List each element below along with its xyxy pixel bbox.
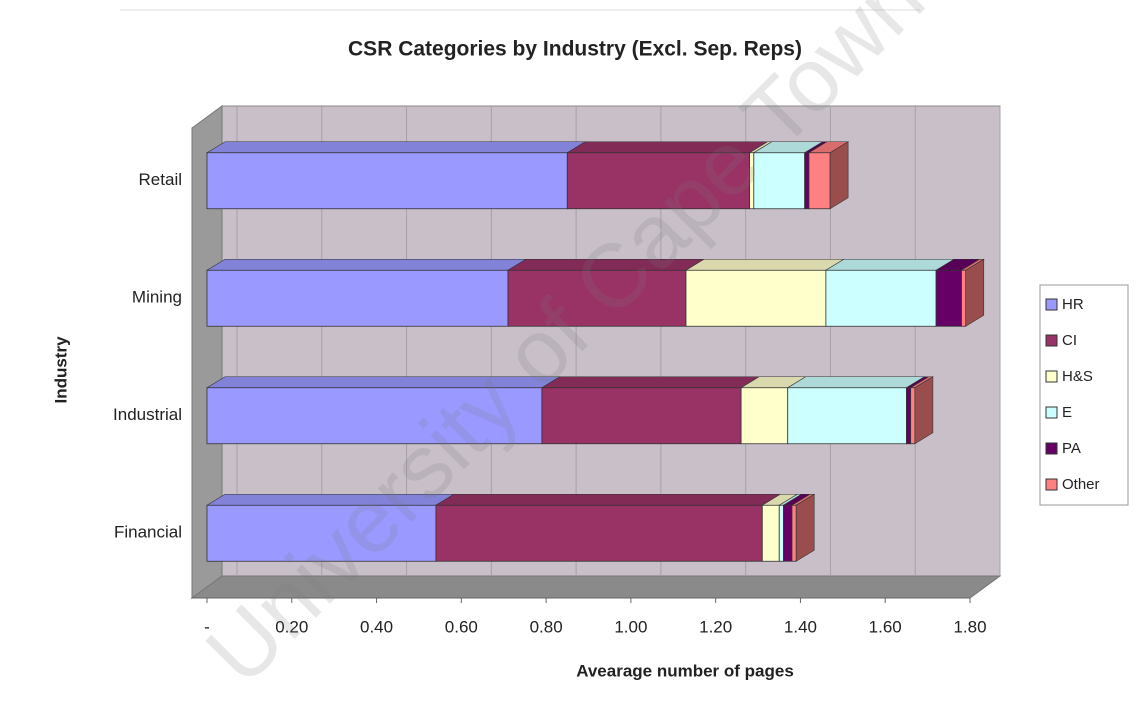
plot: - 0.20 0.40 0.60 0.80 1.00 1.20 1.40 1.60 1.80 Ret… [113, 105, 1100, 636]
bar-end [795, 493, 815, 562]
legend-swatch [1045, 406, 1058, 419]
x-tick-label: 0.80 [530, 617, 563, 636]
legend-swatch [1045, 442, 1058, 455]
bar [804, 152, 810, 210]
bar-top [205, 141, 587, 154]
legend-swatch [1045, 298, 1058, 311]
bar [910, 387, 916, 445]
x-tick-label: 1.60 [869, 617, 902, 636]
bar [753, 152, 806, 210]
y-axis-title: Industry [51, 336, 70, 404]
legend-label: H&S [1062, 368, 1093, 385]
x-tick-label: 0.20 [275, 617, 308, 636]
y-tick-label: Mining [132, 288, 182, 307]
x-tick-label: 1.40 [784, 617, 817, 636]
bar [206, 152, 568, 210]
bar-end [829, 141, 849, 210]
legend-label: HR [1062, 296, 1084, 313]
bar [206, 269, 509, 327]
legend-swatch [1045, 370, 1058, 383]
y-tick-label: Retail [139, 170, 182, 189]
bar-top [205, 258, 528, 271]
y-tick-label: Financial [114, 523, 182, 542]
x-tick-label: 1.20 [699, 617, 732, 636]
x-tick-label: 1.00 [614, 617, 647, 636]
x-tick-label: 0.60 [445, 617, 478, 636]
bar [206, 504, 437, 562]
legend-label: PA [1062, 440, 1081, 457]
legend-box [1039, 284, 1129, 506]
bar-end [965, 258, 985, 327]
legend-label: E [1062, 404, 1072, 421]
legend-label: Other [1062, 476, 1100, 493]
bar [906, 387, 912, 445]
legend-swatch [1045, 334, 1058, 347]
bar-top [684, 258, 845, 271]
bar [566, 152, 750, 210]
bar [787, 387, 907, 445]
bar [935, 269, 962, 327]
bar [791, 504, 797, 562]
bar-end [914, 376, 934, 445]
bar [783, 504, 793, 562]
x-axis-title: Avearage number of pages [576, 661, 794, 680]
bar [778, 504, 784, 562]
bar [761, 504, 780, 562]
bar [685, 269, 827, 327]
legend-swatch [1045, 478, 1058, 491]
x-tick-label: - [204, 617, 210, 636]
bar [808, 152, 831, 210]
bar-top [786, 376, 926, 389]
bar [541, 387, 742, 445]
x-tick-label: 1.80 [953, 617, 986, 636]
bar-top [434, 493, 782, 506]
bar [206, 387, 543, 445]
y-tick-label: Industrial [113, 405, 182, 424]
x-tick-label: 0.40 [360, 617, 393, 636]
chart-title: CSR Categories by Industry (Excl. Sep. R… [348, 38, 802, 61]
bar [961, 269, 967, 327]
bar [507, 269, 687, 327]
bar-top [824, 258, 956, 271]
bar [435, 504, 763, 562]
bar [740, 387, 789, 445]
legend-label: CI [1062, 332, 1077, 349]
bar [825, 269, 937, 327]
